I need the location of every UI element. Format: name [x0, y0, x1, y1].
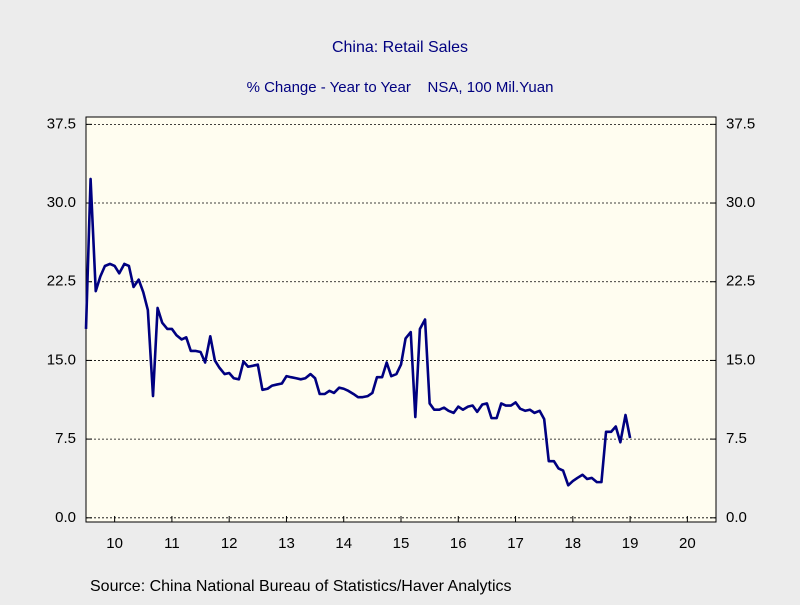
x-tick-label: 11: [164, 535, 180, 552]
x-tick-label: 12: [221, 535, 238, 552]
chart-title: China: Retail Sales: [332, 39, 468, 56]
source-note: Source: China National Bureau of Statist…: [90, 578, 512, 595]
y-tick-label: 22.5: [47, 273, 76, 290]
y2-tick-label: 37.5: [726, 115, 755, 132]
x-tick-label: 18: [564, 535, 581, 552]
x-tick-label: 17: [507, 535, 524, 552]
y2-tick-label: 0.0: [726, 509, 747, 526]
x-tick-label: 13: [278, 535, 295, 552]
y2-tick-label: 7.5: [726, 430, 747, 447]
y-tick-label: 7.5: [55, 430, 76, 447]
y2-tick-label: 15.0: [726, 351, 755, 368]
chart-subtitle: % Change - Year to Year NSA, 100 Mil.Yua…: [247, 79, 554, 96]
y2-tick-label: 22.5: [726, 273, 755, 290]
x-tick-label: 14: [335, 535, 352, 552]
data-line: [84, 177, 632, 487]
y-tick-label: 15.0: [47, 351, 76, 368]
y-tick-label: 30.0: [47, 194, 76, 211]
x-tick-label: 10: [106, 535, 123, 552]
y-tick-label: 0.0: [55, 509, 76, 526]
x-tick-label: 19: [622, 535, 639, 552]
y2-tick-label: 30.0: [726, 194, 755, 211]
y-tick-label: 37.5: [47, 115, 76, 132]
x-tick-label: 15: [393, 535, 410, 552]
x-tick-label: 20: [679, 535, 696, 552]
plot-area: [86, 117, 716, 522]
x-tick-label: 16: [450, 535, 467, 552]
